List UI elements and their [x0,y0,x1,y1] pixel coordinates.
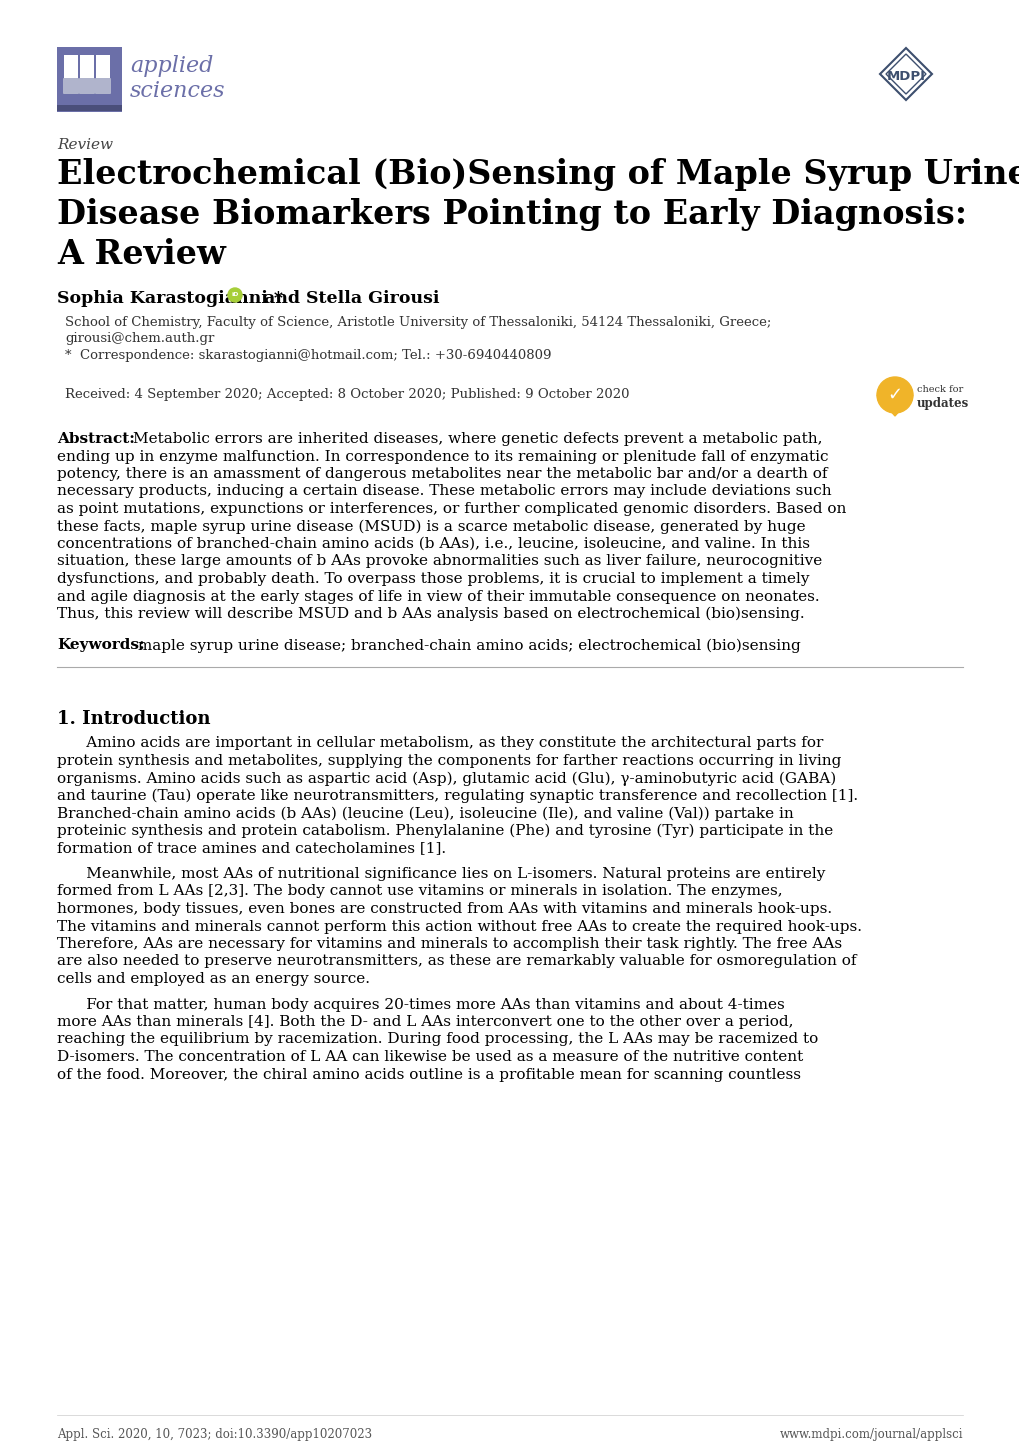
Text: formation of trace amines and catecholamines [1].: formation of trace amines and catecholam… [57,842,445,855]
Text: Abstract:: Abstract: [57,433,135,446]
Text: maple syrup urine disease; branched-chain amino acids; electrochemical (bio)sens: maple syrup urine disease; branched-chai… [132,639,800,653]
Bar [96,81,110,92]
Text: situation, these large amounts of b AAs provoke abnormalities such as liver fail: situation, these large amounts of b AAs … [57,555,821,568]
Polygon shape [879,48,931,99]
Bar [64,81,77,92]
Text: check for: check for [916,385,962,395]
FancyBboxPatch shape [78,78,95,94]
Text: concentrations of branched-chain amino acids (b AAs), i.e., leucine, isoleucine,: concentrations of branched-chain amino a… [57,536,809,551]
Circle shape [228,288,242,301]
Text: The vitamins and minerals cannot perform this action without free AAs to create : The vitamins and minerals cannot perform… [57,920,861,933]
Text: Branched-chain amino acids (b AAs) (leucine (Leu), isoleucine (Ile), and valine : Branched-chain amino acids (b AAs) (leuc… [57,806,793,820]
Text: www.mdpi.com/journal/applsci: www.mdpi.com/journal/applsci [779,1428,962,1441]
Text: School of Chemistry, Faculty of Science, Aristotle University of Thessaloniki, 5: School of Chemistry, Faculty of Science,… [65,316,770,329]
Bar [57,105,122,111]
Text: Metabolic errors are inherited diseases, where genetic defects prevent a metabol: Metabolic errors are inherited diseases,… [132,433,821,446]
Text: are also needed to preserve neurotransmitters, as these are remarkably valuable : are also needed to preserve neurotransmi… [57,955,856,969]
Text: applied: applied [129,55,213,76]
Bar [79,81,94,92]
Bar [64,55,77,92]
Text: as point mutations, expunctions or interferences, or further complicated genomic: as point mutations, expunctions or inter… [57,502,846,516]
Text: and agile diagnosis at the early stages of life in view of their immutable conse: and agile diagnosis at the early stages … [57,590,819,604]
Text: potency, there is an amassment of dangerous metabolites near the metabolic bar a: potency, there is an amassment of danger… [57,467,826,482]
Bar [96,55,110,92]
Text: more AAs than minerals [4]. Both the D- and L AAs interconvert one to the other : more AAs than minerals [4]. Both the D- … [57,1015,793,1030]
Text: Amino acids are important in cellular metabolism, as they constitute the archite: Amino acids are important in cellular me… [57,737,822,750]
Text: formed from L AAs [2,3]. The body cannot use vitamins or minerals in isolation. : formed from L AAs [2,3]. The body cannot… [57,884,782,898]
Text: Review: Review [57,138,113,151]
Text: *  Correspondence: skarastogianni@hotmail.com; Tel.: +30-6940440809: * Correspondence: skarastogianni@hotmail… [65,349,551,362]
Text: D-isomers. The concentration of L AA can likewise be used as a measure of the nu: D-isomers. The concentration of L AA can… [57,1050,803,1064]
Text: 1. Introduction: 1. Introduction [57,711,210,728]
Text: Disease Biomarkers Pointing to Early Diagnosis:: Disease Biomarkers Pointing to Early Dia… [57,198,966,231]
Text: girousi@chem.auth.gr: girousi@chem.auth.gr [65,332,214,345]
Text: and taurine (Tau) operate like neurotransmitters, regulating synaptic transferen: and taurine (Tau) operate like neurotran… [57,789,857,803]
Text: Received: 4 September 2020; Accepted: 8 October 2020; Published: 9 October 2020: Received: 4 September 2020; Accepted: 8 … [65,388,629,401]
Bar [57,95,122,105]
Text: proteinic synthesis and protein catabolism. Phenylalanine (Phe) and tyrosine (Ty: proteinic synthesis and protein cataboli… [57,823,833,838]
Text: Thus, this review will describe MSUD and b AAs analysis based on electrochemical: Thus, this review will describe MSUD and… [57,607,804,622]
Bar [79,55,94,92]
Text: Keywords:: Keywords: [57,639,145,652]
Polygon shape [876,395,912,415]
Bar [57,48,122,112]
Text: MDPI: MDPI [886,69,924,82]
Text: and Stella Girousi: and Stella Girousi [252,290,439,307]
Text: A Review: A Review [57,238,225,271]
Text: Electrochemical (Bio)Sensing of Maple Syrup Urine: Electrochemical (Bio)Sensing of Maple Sy… [57,159,1019,190]
Text: Sophia Karastogianni *: Sophia Karastogianni * [57,290,282,307]
Text: Meanwhile, most AAs of nutritional significance lies on L-isomers. Natural prote: Meanwhile, most AAs of nutritional signi… [57,867,824,881]
FancyBboxPatch shape [63,78,78,94]
Text: ending up in enzyme malfunction. In correspondence to its remaining or plenitude: ending up in enzyme malfunction. In corr… [57,450,827,463]
Text: of the food. Moreover, the chiral amino acids outline is a profitable mean for s: of the food. Moreover, the chiral amino … [57,1067,800,1082]
Text: hormones, body tissues, even bones are constructed from AAs with vitamins and mi: hormones, body tissues, even bones are c… [57,903,832,916]
FancyBboxPatch shape [95,78,111,94]
Circle shape [876,376,912,412]
Text: dysfunctions, and probably death. To overpass those problems, it is crucial to i: dysfunctions, and probably death. To ove… [57,572,809,585]
Text: ✓: ✓ [887,386,902,404]
Text: necessary products, inducing a certain disease. These metabolic errors may inclu: necessary products, inducing a certain d… [57,485,830,499]
Text: For that matter, human body acquires 20-times more AAs than vitamins and about 4: For that matter, human body acquires 20-… [57,998,784,1011]
Text: Therefore, AAs are necessary for vitamins and minerals to accomplish their task : Therefore, AAs are necessary for vitamin… [57,937,842,952]
Text: sciences: sciences [129,79,225,102]
Polygon shape [886,53,925,94]
Text: Appl. Sci. 2020, 10, 7023; doi:10.3390/app10207023: Appl. Sci. 2020, 10, 7023; doi:10.3390/a… [57,1428,372,1441]
Text: reaching the equilibrium by racemization. During food processing, the L AAs may : reaching the equilibrium by racemization… [57,1032,817,1047]
Text: organisms. Amino acids such as aspartic acid (Asp), glutamic acid (Glu), γ-amino: organisms. Amino acids such as aspartic … [57,771,836,786]
Text: updates: updates [916,397,968,410]
Text: cells and employed as an energy source.: cells and employed as an energy source. [57,972,370,986]
Text: these facts, maple syrup urine disease (MSUD) is a scarce metabolic disease, gen: these facts, maple syrup urine disease (… [57,519,805,534]
Text: protein synthesis and metabolites, supplying the components for farther reaction: protein synthesis and metabolites, suppl… [57,754,841,769]
Text: iD: iD [231,293,238,297]
